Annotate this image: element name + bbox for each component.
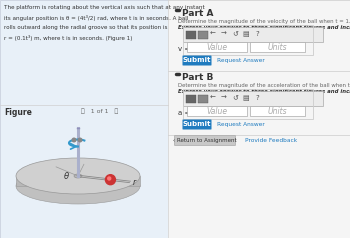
FancyBboxPatch shape bbox=[182, 119, 211, 129]
Polygon shape bbox=[16, 176, 140, 186]
Text: ←: ← bbox=[210, 95, 216, 101]
Text: ▤: ▤ bbox=[243, 95, 249, 101]
Text: ‹ Return to Assignment: ‹ Return to Assignment bbox=[173, 138, 237, 143]
Text: Determine the magnitude of the velocity of the ball when t = 1.4 s.: Determine the magnitude of the velocity … bbox=[178, 19, 350, 24]
Ellipse shape bbox=[16, 158, 140, 194]
FancyBboxPatch shape bbox=[0, 0, 168, 238]
Text: r = (0.1t³) m, where t is in seconds. (Figure 1): r = (0.1t³) m, where t is in seconds. (F… bbox=[4, 35, 132, 41]
Text: $\theta$: $\theta$ bbox=[63, 170, 70, 181]
Text: Express your answer to three significant figures and include the appropriate uni: Express your answer to three significant… bbox=[178, 25, 350, 30]
Text: →: → bbox=[221, 31, 227, 37]
Text: Submit: Submit bbox=[183, 58, 211, 64]
Text: Units: Units bbox=[267, 43, 287, 51]
Text: ?: ? bbox=[255, 95, 259, 101]
FancyBboxPatch shape bbox=[186, 95, 196, 103]
Circle shape bbox=[78, 138, 82, 142]
Text: rolls outward along the radial groove so that its position is: rolls outward along the radial groove so… bbox=[4, 25, 168, 30]
FancyBboxPatch shape bbox=[168, 0, 350, 238]
Text: Submit: Submit bbox=[183, 122, 211, 128]
Circle shape bbox=[108, 177, 111, 180]
FancyBboxPatch shape bbox=[187, 106, 247, 116]
FancyBboxPatch shape bbox=[198, 31, 208, 39]
FancyBboxPatch shape bbox=[183, 27, 323, 42]
FancyBboxPatch shape bbox=[250, 106, 305, 116]
Text: Request Answer: Request Answer bbox=[217, 58, 265, 63]
FancyBboxPatch shape bbox=[198, 95, 208, 103]
Text: Determine the magnitude of the acceleration of the ball when t = 1.4 s.: Determine the magnitude of the accelerat… bbox=[178, 83, 350, 88]
Circle shape bbox=[72, 138, 76, 142]
Circle shape bbox=[105, 175, 116, 185]
Text: Part B: Part B bbox=[182, 73, 214, 82]
Text: ▤: ▤ bbox=[243, 31, 249, 37]
Text: v =: v = bbox=[178, 46, 190, 52]
Text: The platform is rotating about the vertical axis such that at any instant: The platform is rotating about the verti… bbox=[4, 5, 205, 10]
Text: →: → bbox=[221, 95, 227, 101]
Text: a =: a = bbox=[178, 110, 190, 116]
FancyBboxPatch shape bbox=[175, 135, 236, 145]
Text: Provide Feedback: Provide Feedback bbox=[245, 138, 297, 143]
Text: Part A: Part A bbox=[182, 9, 214, 18]
Text: ↺: ↺ bbox=[232, 31, 238, 37]
FancyBboxPatch shape bbox=[250, 42, 305, 52]
FancyBboxPatch shape bbox=[183, 91, 323, 106]
Text: Express your answer to three significant figures and include the appropriate uni: Express your answer to three significant… bbox=[178, 89, 350, 94]
Text: Value: Value bbox=[206, 106, 228, 115]
FancyBboxPatch shape bbox=[187, 42, 247, 52]
FancyBboxPatch shape bbox=[186, 31, 196, 39]
Text: 〈   1 of 1   〉: 〈 1 of 1 〉 bbox=[81, 108, 119, 114]
FancyBboxPatch shape bbox=[182, 55, 211, 65]
Text: r: r bbox=[133, 178, 136, 187]
Text: Request Answer: Request Answer bbox=[217, 122, 265, 127]
Text: ?: ? bbox=[255, 31, 259, 37]
Text: ↺: ↺ bbox=[232, 95, 238, 101]
Ellipse shape bbox=[74, 174, 82, 178]
Text: Figure: Figure bbox=[4, 108, 32, 117]
Text: ←: ← bbox=[210, 31, 216, 37]
Text: its angular position is θ = (4t³/2) rad, where t is in seconds. A ball: its angular position is θ = (4t³/2) rad,… bbox=[4, 15, 188, 21]
Text: Units: Units bbox=[267, 106, 287, 115]
Ellipse shape bbox=[16, 168, 140, 204]
Text: Value: Value bbox=[206, 43, 228, 51]
